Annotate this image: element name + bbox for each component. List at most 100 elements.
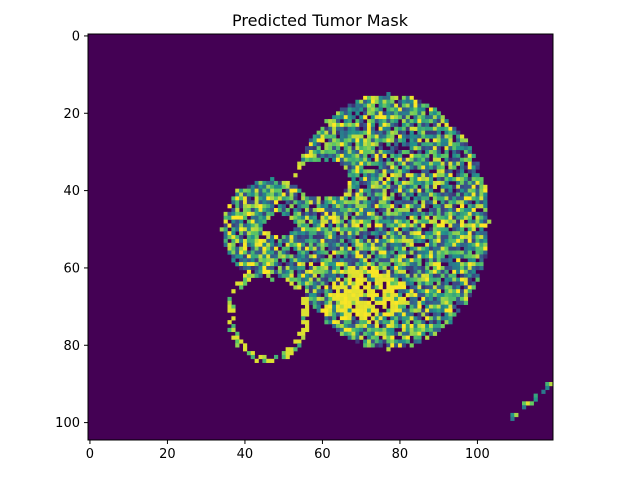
heatmap-cell bbox=[425, 138, 430, 143]
heatmap-cell bbox=[250, 211, 255, 217]
heatmap-cell bbox=[308, 153, 314, 159]
heatmap-cell bbox=[316, 223, 321, 228]
heatmap-cell bbox=[398, 223, 403, 228]
heatmap-cell bbox=[312, 285, 317, 290]
heatmap-cell bbox=[235, 208, 240, 213]
heatmap-cell bbox=[386, 320, 391, 325]
heatmap-cell bbox=[324, 262, 329, 267]
heatmap-cell bbox=[367, 180, 372, 186]
heatmap-cell bbox=[444, 231, 449, 236]
heatmap-cell bbox=[378, 107, 383, 112]
heatmap-cell bbox=[425, 293, 430, 298]
heatmap-cell bbox=[336, 312, 341, 317]
heatmap-cell bbox=[421, 300, 426, 305]
heatmap-cell bbox=[390, 153, 395, 159]
heatmap-cell bbox=[324, 130, 329, 135]
heatmap-cell bbox=[343, 161, 348, 166]
heatmap-cell bbox=[401, 266, 407, 271]
heatmap-cell bbox=[405, 320, 410, 325]
heatmap-cell bbox=[429, 277, 434, 282]
heatmap-cell bbox=[308, 238, 314, 244]
heatmap-cell bbox=[533, 393, 538, 398]
heatmap-cell bbox=[246, 235, 252, 240]
heatmap-cell bbox=[417, 122, 422, 128]
heatmap-cell bbox=[339, 196, 345, 201]
heatmap-cell bbox=[378, 95, 383, 101]
heatmap-cell bbox=[401, 281, 407, 286]
heatmap-cell bbox=[390, 223, 395, 228]
heatmap-cell bbox=[227, 211, 232, 217]
heatmap-cell bbox=[479, 219, 484, 224]
heatmap-cell bbox=[339, 312, 345, 317]
heatmap-cell bbox=[324, 300, 329, 305]
heatmap-cell bbox=[456, 169, 461, 174]
heatmap-cell bbox=[328, 204, 333, 209]
heatmap-cell bbox=[374, 184, 379, 189]
heatmap-cell bbox=[305, 157, 310, 162]
heatmap-cell bbox=[429, 254, 434, 259]
heatmap-cell bbox=[394, 262, 399, 267]
heatmap-cell bbox=[467, 188, 472, 193]
heatmap-cell bbox=[312, 277, 317, 282]
heatmap-cell bbox=[444, 130, 449, 135]
heatmap-cell bbox=[452, 235, 457, 240]
heatmap-cell bbox=[479, 227, 484, 232]
heatmap-cell bbox=[336, 122, 341, 128]
heatmap-cell bbox=[460, 215, 465, 220]
heatmap-cell bbox=[235, 235, 240, 240]
heatmap-cell bbox=[436, 169, 441, 174]
heatmap-cell bbox=[471, 188, 476, 193]
heatmap-cell bbox=[374, 115, 379, 120]
heatmap-cell bbox=[386, 196, 391, 201]
heatmap-cell bbox=[460, 250, 465, 255]
heatmap-cell bbox=[487, 219, 492, 224]
heatmap-cell bbox=[382, 316, 387, 321]
heatmap-cell bbox=[374, 266, 379, 271]
heatmap-cell bbox=[460, 146, 465, 151]
heatmap-cell bbox=[413, 304, 418, 309]
heatmap-cell bbox=[398, 215, 403, 220]
heatmap-cell bbox=[444, 157, 449, 162]
heatmap-cell bbox=[370, 269, 376, 275]
heatmap-cell bbox=[231, 211, 236, 217]
heatmap-cell bbox=[370, 161, 376, 166]
heatmap-cell bbox=[417, 103, 422, 108]
heatmap-cell bbox=[305, 254, 310, 259]
heatmap-cell bbox=[336, 308, 341, 313]
heatmap-cell bbox=[363, 211, 368, 217]
heatmap-cell bbox=[463, 157, 469, 162]
heatmap-cell bbox=[444, 316, 449, 321]
heatmap-cell bbox=[277, 269, 283, 275]
heatmap-cell bbox=[382, 115, 387, 120]
heatmap-cell bbox=[367, 130, 372, 135]
heatmap-cell bbox=[483, 215, 488, 220]
heatmap-cell bbox=[425, 188, 430, 193]
heatmap-cell bbox=[475, 262, 480, 267]
heatmap-cell bbox=[471, 254, 476, 259]
heatmap-cell bbox=[413, 285, 418, 290]
heatmap-cell bbox=[308, 285, 314, 290]
heatmap-cell bbox=[231, 235, 236, 240]
heatmap-cell bbox=[440, 219, 445, 224]
heatmap-cell bbox=[444, 153, 449, 159]
heatmap-cell bbox=[448, 223, 453, 228]
heatmap-cell bbox=[367, 281, 372, 286]
heatmap-cell bbox=[417, 285, 422, 290]
heatmap-cell bbox=[413, 300, 418, 305]
heatmap-cell bbox=[355, 134, 360, 139]
heatmap-cell bbox=[456, 150, 461, 155]
heatmap-cell bbox=[339, 122, 345, 128]
heatmap-cell bbox=[367, 285, 372, 290]
heatmap-cell bbox=[413, 339, 418, 344]
heatmap-cell bbox=[444, 219, 449, 224]
heatmap-cell bbox=[370, 188, 376, 193]
heatmap-cell bbox=[332, 138, 337, 143]
heatmap-cell bbox=[343, 150, 348, 155]
heatmap-cell bbox=[320, 262, 325, 267]
heatmap-cell bbox=[243, 246, 248, 251]
heatmap-cell bbox=[421, 180, 426, 186]
heatmap-cell bbox=[301, 161, 306, 166]
heatmap-cell bbox=[417, 277, 422, 282]
heatmap-cell bbox=[336, 200, 341, 205]
heatmap-cell bbox=[386, 115, 391, 120]
